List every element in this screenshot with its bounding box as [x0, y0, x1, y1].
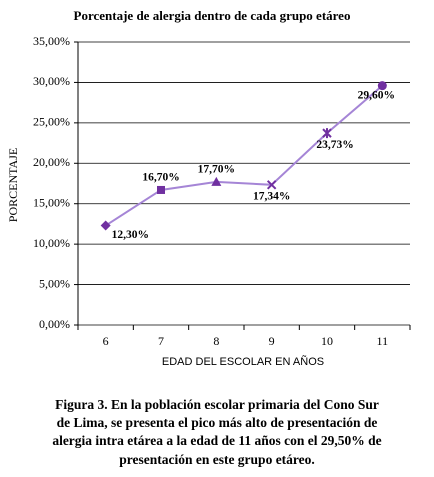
value-label: 17,34%	[253, 190, 290, 202]
value-label: 23,73%	[316, 139, 353, 151]
y-tick-label: 15,00%	[33, 195, 70, 209]
x-tick-label: 6	[103, 334, 109, 348]
y-tick-label: 25,00%	[33, 115, 70, 129]
marker	[211, 176, 222, 186]
x-tick-label: 8	[213, 334, 219, 348]
caption-line: alergia intra etárea a la edad de 11 año…	[52, 433, 381, 448]
y-tick-label: 5,00%	[39, 276, 70, 290]
marker	[322, 128, 332, 139]
x-tick-label: 10	[321, 334, 333, 348]
x-tick-label: 9	[269, 334, 275, 348]
x-tick-label: 7	[158, 334, 164, 348]
y-axis-label: PORCENTAJE	[6, 148, 20, 222]
y-tick-label: 20,00%	[33, 155, 70, 169]
marker	[377, 81, 387, 91]
caption-line: Figura 3. En la población escolar primar…	[55, 397, 379, 412]
chart-title: Porcentaje de alergia dentro de cada gru…	[74, 8, 351, 23]
value-label: 12,30%	[112, 229, 149, 241]
y-tick-label: 10,00%	[33, 236, 70, 250]
data-line	[105, 84, 383, 227]
marker	[100, 220, 111, 231]
value-label: 16,70%	[142, 172, 179, 184]
caption-line: presentación en este grupo etáreo.	[119, 452, 315, 467]
y-tick-label: 0,00%	[39, 317, 70, 331]
value-label: 29,60%	[358, 89, 395, 101]
value-label: 17,70%	[198, 164, 235, 176]
caption-line: de Lima, se presenta el pico más alto de…	[57, 415, 378, 430]
x-axis-label: EDAD DEL ESCOLAR EN AÑOS	[162, 355, 324, 368]
x-tick-label: 11	[377, 334, 389, 348]
marker	[266, 180, 277, 190]
marker	[157, 185, 165, 194]
y-tick-label: 30,00%	[33, 74, 70, 88]
y-tick-label: 35,00%	[33, 34, 70, 48]
